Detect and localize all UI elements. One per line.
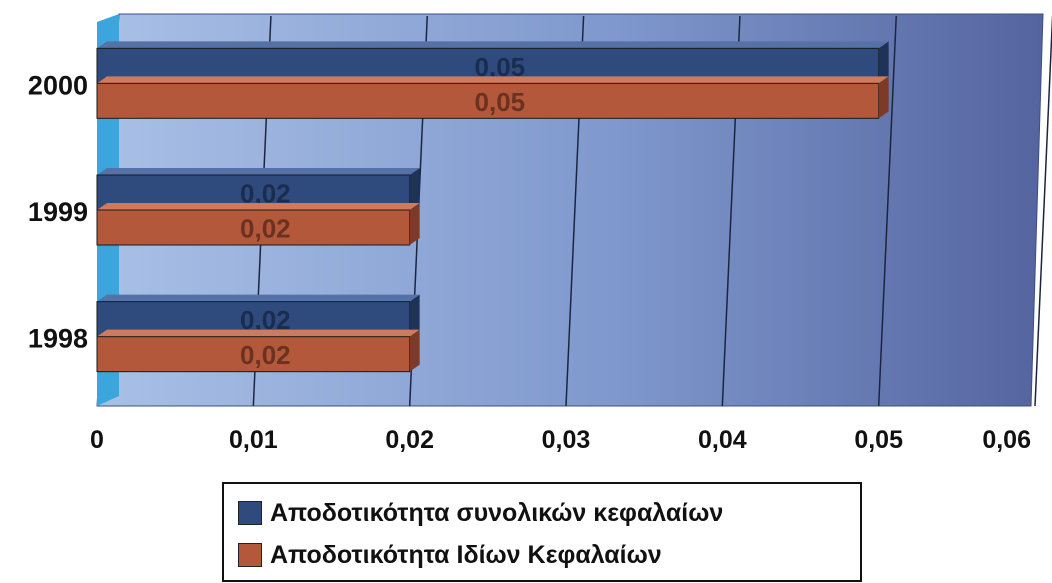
legend-item-equity: Αποδοτικότητα Ιδίων Κεφαλαίων: [238, 534, 860, 576]
x-tick-label: 0,06: [982, 426, 1031, 454]
legend-swatch-total-capital: [238, 501, 262, 525]
bar-end-face: [409, 329, 420, 372]
data-label: 0,02: [240, 214, 291, 244]
bar-end-face: [878, 41, 889, 84]
bar-top-face: [97, 294, 420, 302]
bar-top-face: [97, 41, 889, 49]
data-label: 0,02: [240, 340, 291, 370]
bar-end-face: [409, 294, 420, 337]
bar-top-face: [97, 203, 420, 210]
y-tick-label: 2000: [28, 70, 88, 100]
bar-top-face: [97, 168, 420, 175]
data-label: 0,05: [475, 87, 526, 117]
bar-end-face: [409, 203, 420, 245]
bar-top-face: [97, 329, 420, 337]
x-tick-label: 0,01: [229, 426, 278, 454]
x-tick-label: 0,05: [854, 426, 903, 454]
y-tick-label: 1999: [28, 197, 88, 227]
bar-1999-series-2: [96, 209, 411, 246]
gridline: [877, 15, 898, 407]
x-tick-label: 0: [90, 426, 104, 454]
gridline: [1034, 15, 1052, 407]
bar-end-face: [409, 168, 420, 210]
legend-label-total-capital: Αποδοτικότητα συνολικών κεφαλαίων: [270, 498, 724, 527]
bar-end-face: [878, 76, 889, 119]
legend-item-total-capital: Αποδοτικότητα συνολικών κεφαλαίων: [238, 492, 860, 534]
x-tick-label: 0,03: [542, 426, 591, 454]
legend-label-equity: Αποδοτικότητα Ιδίων Κεφαλαίων: [270, 540, 662, 569]
x-tick-label: 0,04: [698, 426, 747, 454]
y-tick-label: 1998: [28, 324, 88, 354]
bar-top-face: [97, 76, 889, 84]
x-tick-label: 0,02: [385, 426, 434, 454]
legend-swatch-equity: [238, 543, 262, 567]
legend: Αποδοτικότητα συνολικών κεφαλαίων Αποδοτ…: [222, 482, 862, 582]
